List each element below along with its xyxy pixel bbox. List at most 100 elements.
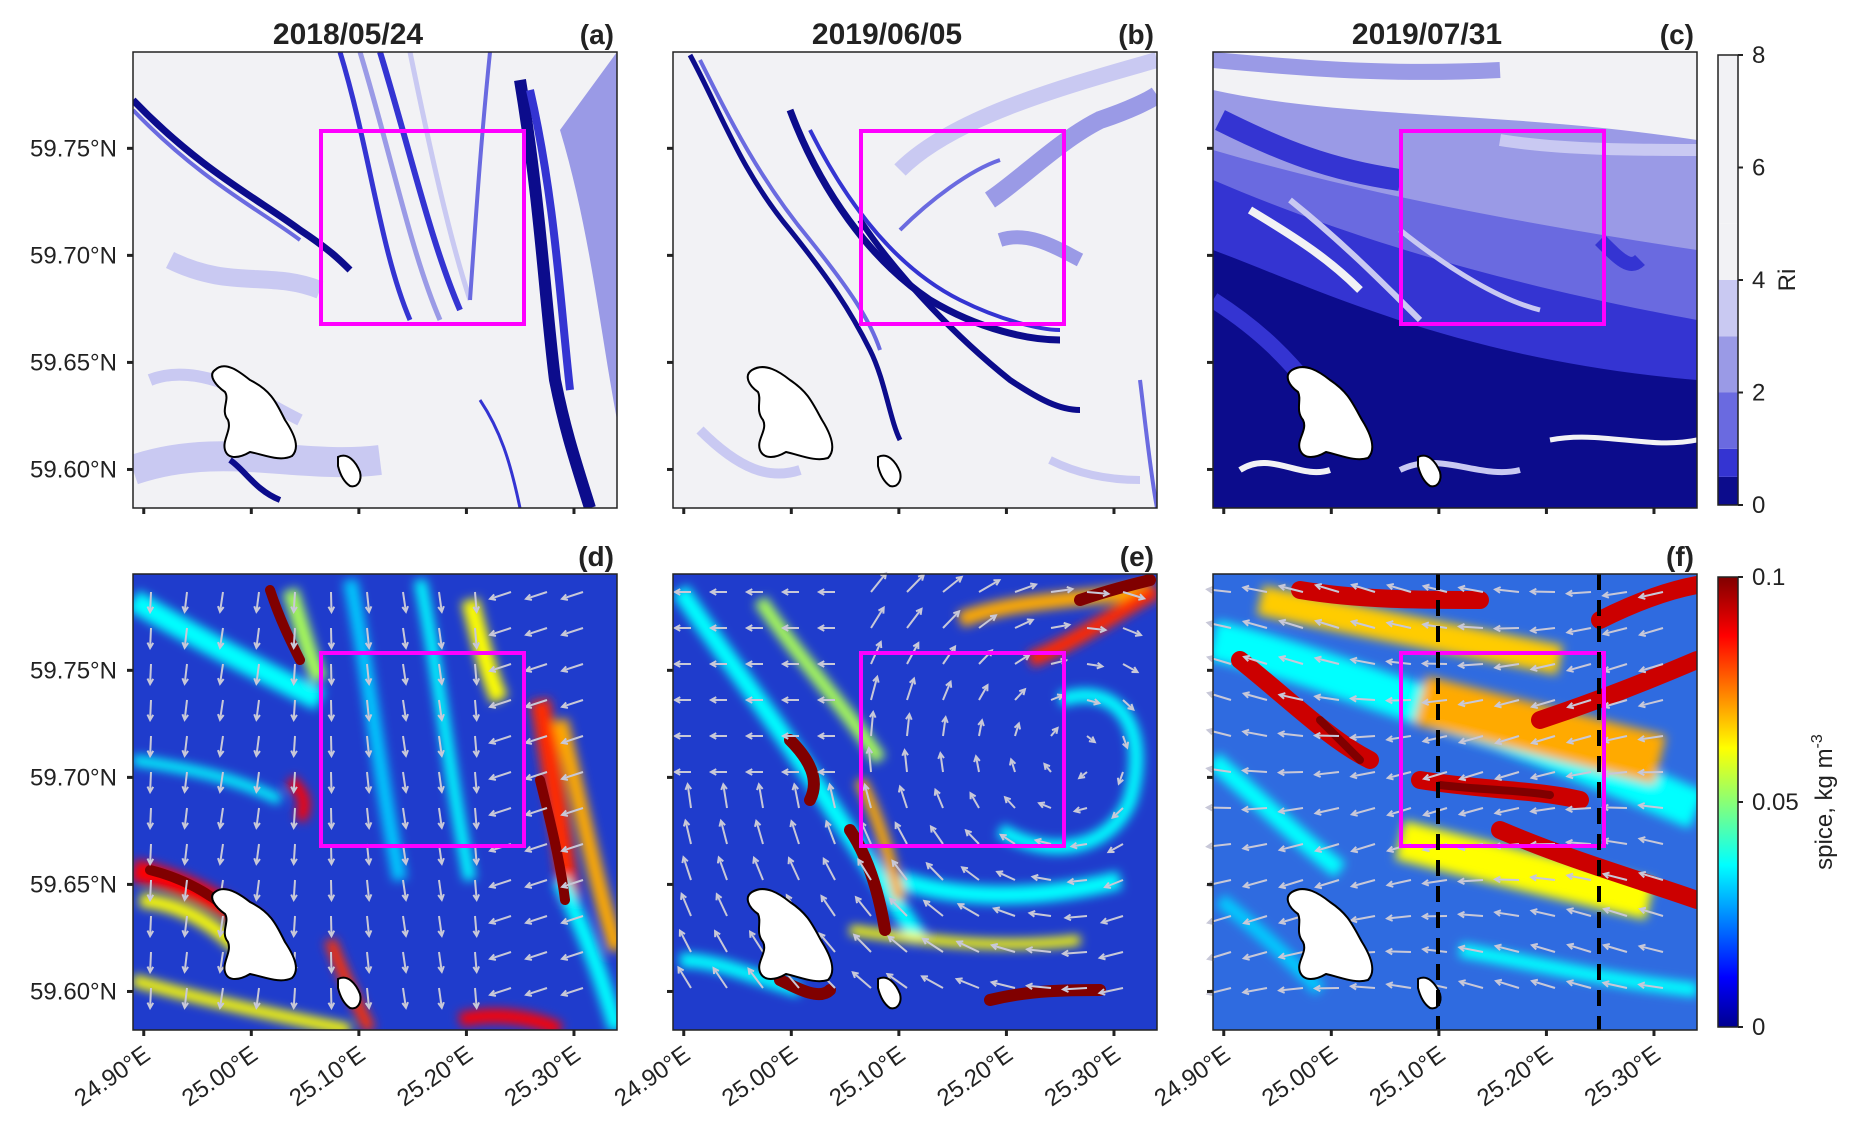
velocity-arrow xyxy=(474,627,478,649)
velocity-arrow-head xyxy=(915,607,923,615)
velocity-arrow xyxy=(818,932,836,953)
island-small-b xyxy=(877,454,902,488)
velocity-arrow-head xyxy=(217,821,225,830)
velocity-arrow-head xyxy=(1565,737,1574,745)
panel-e-frame xyxy=(672,573,1158,1031)
velocity-arrow xyxy=(755,820,764,845)
ytick-label: 59.60°N xyxy=(30,456,117,483)
velocity-arrow xyxy=(149,771,152,793)
velocity-arrow-head xyxy=(560,989,569,997)
velocity-arrow-head xyxy=(1278,882,1287,890)
xtick-label: 25.00°E xyxy=(1257,1041,1343,1112)
velocity-arrow-head xyxy=(877,605,885,614)
panel-a: (a) 59.60°N 59.65°N 59.70°N 59.75°N xyxy=(30,19,618,514)
ytick-label: 59.75°N xyxy=(30,657,117,684)
colorbar-ri-band xyxy=(1718,448,1738,477)
velocity-arrow-head xyxy=(327,750,336,759)
velocity-arrow-head xyxy=(1492,624,1501,633)
xtick-label: 25.20°E xyxy=(392,1041,478,1112)
velocity-arrow-head xyxy=(524,917,533,925)
velocity-arrow xyxy=(965,829,980,845)
velocity-arrow-head xyxy=(993,579,1002,586)
velocity-arrow xyxy=(956,978,980,989)
velocity-arrow xyxy=(402,807,407,828)
velocity-arrow xyxy=(1531,735,1556,744)
velocity-arrow-head xyxy=(752,855,760,864)
velocity-arrow-head xyxy=(146,786,155,795)
velocity-arrow-head xyxy=(1099,917,1108,925)
velocity-arrow-head xyxy=(472,930,480,939)
velocity-arrow xyxy=(474,879,478,901)
velocity-arrow xyxy=(1035,839,1052,845)
velocity-arrow-head xyxy=(672,660,681,668)
velocity-arrow-head xyxy=(1018,687,1027,696)
velocity-arrow-head xyxy=(181,929,189,938)
velocity-arrow xyxy=(978,579,1000,593)
velocity-arrow-head xyxy=(1063,913,1072,922)
velocity-arrow-head xyxy=(437,605,445,614)
velocity-arrow xyxy=(1351,915,1376,922)
colorbar-spice-gradient xyxy=(1717,576,1739,1028)
velocity-arrow xyxy=(1639,804,1664,809)
velocity-arrow-head xyxy=(1457,584,1466,593)
velocity-arrow-head xyxy=(921,937,929,945)
velocity-arrow-head xyxy=(1277,583,1286,591)
velocity-arrow-head xyxy=(327,786,336,795)
velocity-arrow xyxy=(923,900,944,917)
velocity-arrow-head xyxy=(681,855,689,864)
velocity-arrow-head xyxy=(364,929,373,938)
velocity-arrow xyxy=(1243,843,1268,850)
velocity-arrow-head xyxy=(941,715,949,724)
velocity-arrow-head xyxy=(253,641,261,650)
velocity-arrow-head xyxy=(1111,811,1119,820)
velocity-arrow xyxy=(930,826,944,845)
colorbar-spice-tick-label: 0.1 xyxy=(1752,564,1785,591)
velocity-arrow-head xyxy=(672,732,681,740)
velocity-arrow xyxy=(1101,915,1124,924)
velocity-arrow-head xyxy=(524,593,533,601)
velocity-arrow xyxy=(1495,980,1520,989)
xtick-label: 25.00°E xyxy=(717,1041,803,1112)
velocity-arrow xyxy=(402,771,407,792)
velocity-arrow-head xyxy=(472,1002,480,1011)
velocity-arrow xyxy=(1086,699,1100,705)
velocity-arrow-head xyxy=(217,749,225,758)
velocity-arrow-head xyxy=(290,714,298,723)
velocity-arrow xyxy=(489,699,512,708)
velocity-arrow xyxy=(1351,771,1376,778)
velocity-arrow xyxy=(1567,980,1592,989)
velocity-arrow xyxy=(1315,771,1340,776)
velocity-arrow-head xyxy=(953,609,961,618)
velocity-arrow xyxy=(1495,735,1520,744)
velocity-arrow-head xyxy=(1566,942,1575,950)
velocity-arrow-head xyxy=(1029,582,1038,590)
velocity-arrow xyxy=(1027,948,1052,953)
velocity-arrow-head xyxy=(744,660,753,668)
velocity-arrow xyxy=(870,712,875,737)
highlight-box-e xyxy=(859,651,1066,848)
velocity-arrow-head xyxy=(290,894,298,903)
island-small-e xyxy=(877,976,902,1010)
velocity-arrow-head xyxy=(1349,619,1358,627)
velocity-arrow-head xyxy=(862,782,870,791)
velocity-arrow-head xyxy=(1205,654,1215,663)
velocity-arrow xyxy=(1494,878,1520,881)
velocity-arrow xyxy=(1279,620,1304,629)
velocity-arrow xyxy=(1459,735,1484,744)
velocity-arrow-head xyxy=(290,1002,298,1011)
velocity-arrow xyxy=(402,915,407,936)
velocity-arrow xyxy=(1086,591,1109,595)
velocity-arrow xyxy=(474,591,478,613)
velocity-arrow-head xyxy=(488,701,497,709)
velocity-arrow xyxy=(474,807,478,829)
velocity-arrow-head xyxy=(327,606,336,615)
highlight-box-f xyxy=(1399,651,1606,848)
velocity-arrow-head xyxy=(1241,619,1250,627)
velocity-arrow xyxy=(942,610,960,629)
velocity-arrow xyxy=(525,879,548,888)
velocity-arrow-head xyxy=(922,899,931,907)
velocity-arrow-head xyxy=(524,737,533,745)
velocity-arrow-head xyxy=(181,785,189,794)
velocity-arrow-head xyxy=(364,857,373,866)
velocity-arrow xyxy=(219,951,224,972)
